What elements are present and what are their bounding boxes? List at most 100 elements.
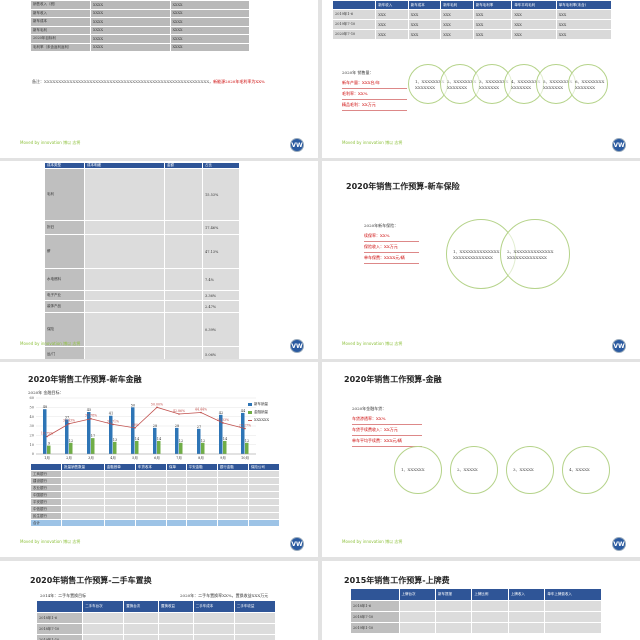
new-car-bar <box>241 412 245 454</box>
slide-cost-breakdown[interactable]: 成本类型 成本明细 金额 占比 毛利 15.53% 折旧 17.46% 薪 47.13% 水电燃料 7… <box>0 161 318 359</box>
bar-data-label: 12 <box>245 439 249 443</box>
slide-profit-summary[interactable]: 销售收入（税） XXXX XXXX 新车收入 XXXX XXXX 新车成本 XXXX XXXX 新… <box>0 0 318 158</box>
table-header-row: 上牌台次 新车提报 上牌比例 上牌收入 单车上牌费收入 <box>350 588 602 601</box>
chart-legend: 新车销量 金融销量 XXXXXX <box>248 402 269 425</box>
finance-circle-4: 4、XXXXX <box>562 446 610 494</box>
table-cell <box>61 519 105 527</box>
row-label: 2019年1-6 <box>331 9 377 20</box>
footer-slogan: Moved by innovation 博以 志将 <box>342 140 403 145</box>
slide-finance-chart[interactable]: 2020年销售工作预算-新车金融 2020年 金融目标： 0 10 20 30 40 50… <box>0 362 318 557</box>
table-cell <box>185 512 218 520</box>
rate-label: 18.75% <box>41 432 53 436</box>
table-cell <box>233 623 277 635</box>
rate-point <box>134 427 136 429</box>
finance-bar <box>201 442 205 454</box>
slide-new-car-sales[interactable]: 新车收入 新车成本 新车毛利 新车毛利率 单车平均毛利 单车毛利率(未含) 2019年1-6… <box>322 0 640 158</box>
new-car-bar <box>153 427 157 454</box>
table-cell <box>544 611 602 623</box>
table-row: 2019年1-6 XXX XXX XXX XXX XXX XXX <box>331 9 613 20</box>
table-cell <box>164 312 203 347</box>
table-row: 2019年1-10 <box>350 622 602 634</box>
table-cell <box>164 168 203 221</box>
finance-bar <box>91 438 95 454</box>
table-cell <box>247 512 281 520</box>
table-cell <box>192 612 235 624</box>
slide-used-car[interactable]: 2020年销售工作预算-二手车置换 2014年：二手车置换目标 2020年：二手… <box>0 561 318 640</box>
table-cell <box>123 634 160 640</box>
table-cell <box>84 220 165 235</box>
bar-data-label: 14 <box>135 437 140 441</box>
column-header: 新车毛利 <box>440 0 474 10</box>
table-cell <box>165 505 187 513</box>
row-label: 2020年7-10 <box>331 29 377 40</box>
rate-point <box>244 427 246 430</box>
chart-label: 2020年 金融目标： <box>28 390 64 395</box>
table-cell <box>216 484 249 492</box>
table-cell <box>216 477 249 485</box>
slide-insurance[interactable]: 2020年销售工作预算-新车保险 2020年新车保险： 续保率：XX% 保险收入… <box>322 161 640 359</box>
table-cell <box>247 491 281 499</box>
x-tick-label: 3月 <box>88 455 94 460</box>
table-row: 保险 0.39% <box>44 312 240 347</box>
sales-table: 新车收入 新车成本 新车毛利 新车毛利率 单车平均毛利 单车毛利率(未含) 2019年1-6… <box>331 0 613 40</box>
table-row: 民生银行 <box>29 512 281 520</box>
sales-circle-5: 5、XXXXXXXX XXXXXXX <box>536 64 576 104</box>
table-cell <box>164 346 203 359</box>
cost-type: 水电燃料 <box>44 268 85 291</box>
table-row: 2020年目标利 XXXX XXXX <box>30 34 250 44</box>
x-tick-label: 6月 <box>154 455 160 460</box>
column-header: 金融首单 <box>103 463 136 471</box>
column-header: 上牌收入 <box>507 588 546 601</box>
table-cell <box>507 622 546 634</box>
footer-slogan: Moved by innovation 博以 志将 <box>342 341 403 346</box>
table-cell <box>434 600 473 612</box>
bar-data-label: 13 <box>113 438 117 442</box>
table-cell <box>134 477 167 485</box>
new-car-bar <box>43 409 47 454</box>
finance-bar <box>113 441 117 454</box>
table-cell: XXXX <box>169 34 250 44</box>
column-header: 新车毛利率 <box>472 0 513 10</box>
column-header <box>350 588 400 601</box>
table-cell: XXX <box>472 29 513 40</box>
table-cell <box>134 512 167 520</box>
legend-item: 新车销量 <box>248 402 269 407</box>
slide-title: 2015年销售工作预算-上牌费 <box>344 576 450 585</box>
table-cell <box>165 512 187 520</box>
cost-percent: 47.13% <box>202 234 240 269</box>
table-cell: XXX <box>440 9 474 20</box>
slide-finance-loans[interactable]: 2020年销售工作预算-金融 2020年金融车贷： 车贷渗透率：XX% 车贷手续… <box>322 362 640 557</box>
cost-type: 电子产业 <box>44 290 85 301</box>
column-header: 银行金融 <box>216 463 249 471</box>
column-header: 二手车收益 <box>233 600 277 613</box>
cost-type: 折旧 <box>44 220 85 235</box>
table-cell <box>103 505 136 513</box>
table-cell: XXX <box>440 29 474 40</box>
x-tick-label: 9月 <box>220 455 226 460</box>
table-cell <box>61 477 105 485</box>
table-row: 毛利 15.53% <box>44 168 240 221</box>
table-row: 销售收入（税） XXXX XXXX <box>30 0 250 10</box>
table-header-row: 二手车台次 置换台次 置换收益 二手车成本 二手车收益 <box>35 600 277 613</box>
rate-point <box>156 406 158 409</box>
table-cell <box>165 484 187 492</box>
table-cell <box>134 519 167 527</box>
table-header-row: 批量销售数量 金融首单 车贷收本 保单 平安金融 银行金融 保险公司 <box>29 463 281 471</box>
table-cell <box>123 623 160 635</box>
table-cell <box>84 268 165 291</box>
column-header: 保险公司 <box>247 463 281 471</box>
legend-swatch <box>248 411 252 414</box>
table-cell <box>165 498 187 506</box>
row-label: 新车成本 <box>30 17 91 27</box>
profit-table: 销售收入（税） XXXX XXXX 新车收入 XXXX XXXX 新车成本 XXXX XXXX 新… <box>30 0 250 52</box>
table-cell: XXXX <box>169 8 250 18</box>
table-cell <box>192 634 235 640</box>
table-cell: XXX <box>472 9 513 20</box>
table-cell <box>164 300 203 313</box>
table-cell <box>123 612 160 624</box>
bar-data-label: 45 <box>87 408 91 412</box>
table-row: 新车毛利 XXXX XXXX <box>30 25 250 35</box>
insurance-circle-2: 2、XXXXXXXXXXXXXX XXXXXXXXXXXXXX <box>500 219 570 289</box>
slide-registration-fee[interactable]: 2015年销售工作预算-上牌费 上牌台次 新车提报 上牌比例 上牌收入 单车上牌费收入 2… <box>322 561 640 640</box>
rate-point <box>68 422 70 425</box>
